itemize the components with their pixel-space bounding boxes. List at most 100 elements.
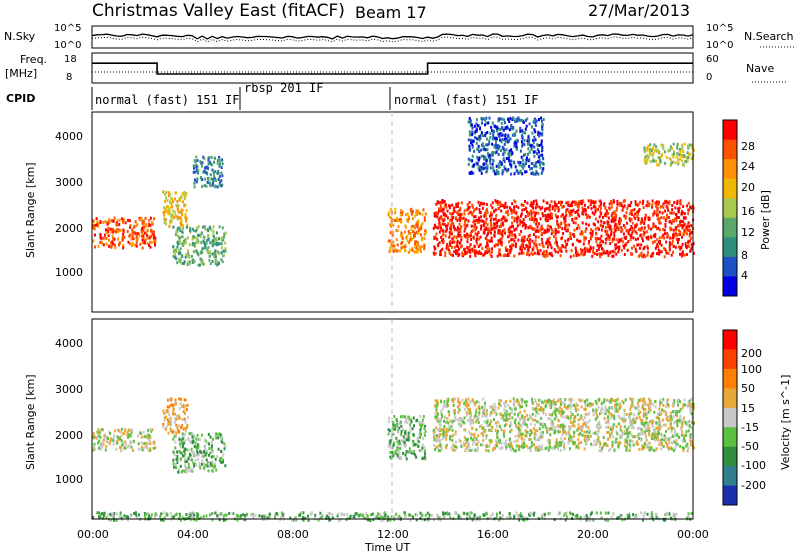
power-cell (531, 125, 533, 129)
power-cell (546, 238, 549, 242)
power-cell (595, 249, 598, 253)
velocity-cell (420, 423, 423, 427)
velocity-cell (518, 435, 520, 439)
velocity-cell (192, 451, 194, 455)
power-cell (451, 218, 454, 222)
velocity-cell (663, 434, 666, 438)
velocity-cell (540, 416, 543, 420)
power-cell (542, 214, 545, 218)
power-cell (413, 234, 415, 238)
power-colorbar-swatch (723, 159, 737, 180)
power-cell (181, 209, 184, 212)
power-cell (520, 249, 523, 252)
velocity-cell (607, 425, 610, 429)
velocity-cell (177, 429, 180, 433)
power-cell (666, 232, 669, 236)
velocity-cell (524, 429, 527, 433)
velocity-cell (643, 446, 646, 450)
power-cell (652, 225, 655, 229)
power-cell (192, 229, 195, 233)
power-cell (515, 242, 517, 246)
power-cell (502, 254, 505, 258)
power-cell (411, 217, 414, 221)
power-cell (603, 251, 606, 255)
velocity-cell (498, 425, 501, 429)
power-cell (496, 145, 499, 149)
power-cell (439, 203, 442, 207)
power-cell (589, 203, 592, 207)
velocity-cell (641, 419, 644, 422)
velocity-cell (473, 432, 476, 436)
power-cell (679, 157, 682, 161)
velocity-cell (215, 432, 218, 436)
velocity-cell (662, 403, 665, 407)
velocity-cell (409, 423, 412, 427)
power-cell (540, 119, 543, 123)
power-cell (118, 243, 120, 247)
power-cell (479, 243, 482, 247)
velocity-cell (465, 440, 468, 444)
power-cell (677, 229, 680, 233)
power-cell (518, 233, 521, 236)
velocity-cell (628, 431, 631, 435)
power-cell (583, 236, 586, 240)
velocity-cell (571, 398, 574, 402)
power-cell (587, 205, 590, 209)
velocity-cell (92, 432, 95, 436)
velocity-cell (417, 440, 420, 444)
power-cell (414, 231, 417, 235)
velocity-cell (492, 448, 494, 452)
velocity-cell (557, 447, 559, 451)
power-cell (536, 143, 539, 147)
velocity-cell (505, 439, 507, 443)
velocity-cell (653, 448, 655, 452)
velocity-cell (573, 441, 576, 445)
power-cell (469, 243, 472, 247)
velocity-cell (412, 433, 415, 437)
power-cell (600, 239, 603, 243)
power-cell (561, 227, 564, 231)
power-cell (442, 239, 445, 243)
power-cell (630, 217, 633, 221)
velocity-cell (183, 454, 186, 458)
velocity-cell (445, 437, 448, 441)
power-cell (216, 263, 219, 267)
velocity-cell (632, 435, 635, 439)
velocity-cell (444, 445, 447, 449)
power-cell (99, 241, 102, 244)
power-cell (536, 171, 538, 175)
power-cell (122, 232, 124, 236)
velocity-cell (658, 420, 661, 424)
power-cell (559, 200, 562, 204)
power-cell (534, 130, 537, 134)
power-cell (477, 231, 480, 234)
power-cell (568, 223, 571, 227)
power-cell (570, 213, 573, 217)
velocity-cell (642, 414, 645, 418)
power-cell (518, 222, 521, 226)
velocity-cell (397, 430, 400, 434)
power-cell (544, 254, 547, 258)
velocity-cell (145, 441, 148, 445)
power-cell (400, 234, 402, 238)
power-cell (661, 211, 664, 215)
velocity-cell (642, 407, 645, 411)
power-cell (679, 199, 682, 203)
velocity-cell (534, 407, 537, 411)
power-cell (176, 261, 179, 265)
velocity-cell (459, 401, 462, 405)
power-cell (455, 236, 458, 240)
velocity-cell (477, 440, 480, 444)
power-cell (680, 154, 683, 158)
power-cell (405, 236, 408, 240)
velocity-cell (554, 415, 557, 419)
power-cell (450, 232, 453, 236)
velocity-cell (220, 435, 223, 439)
velocity-cell (441, 432, 444, 436)
power-cell (490, 224, 493, 228)
power-cell (596, 226, 599, 230)
power-cell (541, 133, 544, 137)
power-cell (639, 233, 642, 237)
power-cell (649, 143, 652, 147)
power-cell (682, 150, 685, 154)
